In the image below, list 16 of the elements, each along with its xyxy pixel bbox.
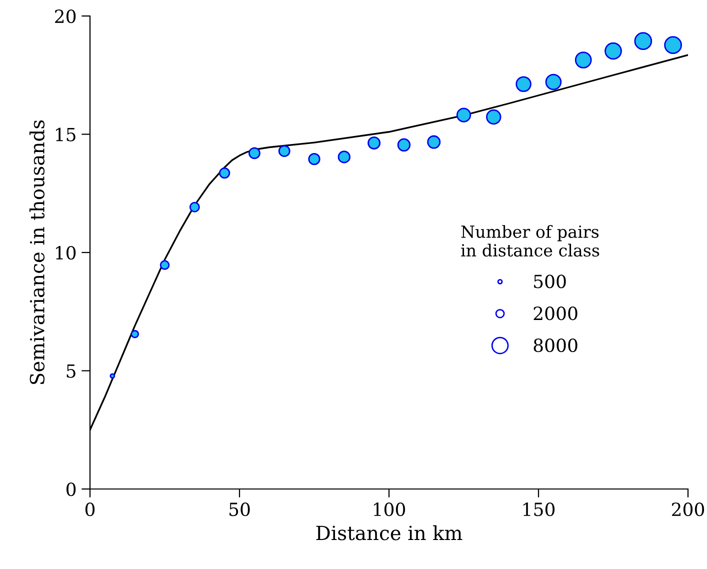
y-tick-label: 20 <box>55 9 76 24</box>
x-tick-label: 0 <box>85 502 95 516</box>
x-tick-label: 200 <box>672 502 704 516</box>
legend-label: 2000 <box>534 306 578 320</box>
y-tick-label: 10 <box>56 246 76 260</box>
x-axis-title: Distance in km <box>316 525 462 540</box>
y-tick-label: 15 <box>56 128 76 142</box>
y-axis-title: Semivariance in thousands <box>29 120 45 384</box>
legend-label: 8000 <box>534 338 578 352</box>
y-tick-label: 5 <box>66 364 76 378</box>
legend-title: Number of pairs in distance class <box>461 225 600 257</box>
x-tick-label: 100 <box>374 502 406 516</box>
y-tick-label: 0 <box>66 482 76 496</box>
x-tick-label: 150 <box>523 502 555 516</box>
x-tick-label: 50 <box>230 502 250 516</box>
legend-label: 500 <box>534 274 566 288</box>
